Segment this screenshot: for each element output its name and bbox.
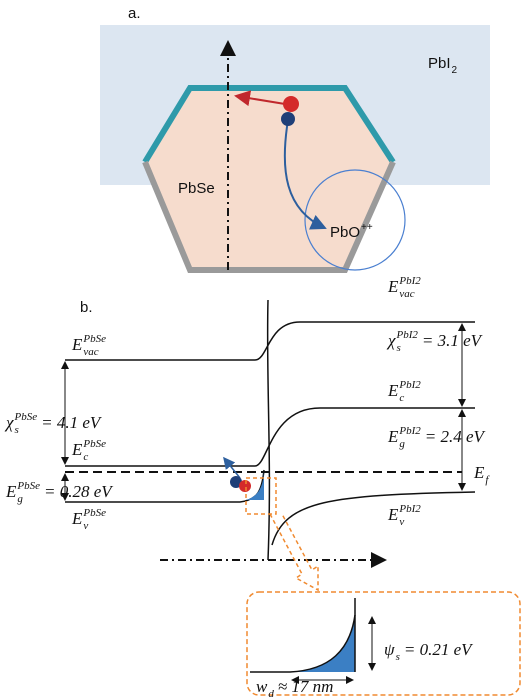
hole xyxy=(283,96,299,112)
electron-arrow xyxy=(224,458,240,478)
subscript: s xyxy=(396,342,400,354)
superscript: PbSe xyxy=(82,438,106,450)
superscript: PbI2 xyxy=(398,275,421,287)
subscript: d xyxy=(268,688,274,697)
conduction-band xyxy=(65,408,475,466)
vacuum-level xyxy=(65,322,475,360)
equation: = 0.21 eV xyxy=(404,640,474,659)
label: E xyxy=(387,427,399,446)
label: a. xyxy=(128,5,141,22)
subscript: v xyxy=(399,516,404,528)
superscript: PbSe xyxy=(82,333,106,345)
subscript: v xyxy=(83,520,88,532)
label: E xyxy=(71,335,83,354)
superscript: ++ xyxy=(361,222,373,233)
label: PbI xyxy=(428,55,451,72)
subscript: c xyxy=(399,392,404,404)
equation: = 4.1 eV xyxy=(41,413,103,432)
label: w xyxy=(256,677,268,696)
subscript: f xyxy=(485,474,490,486)
label: χ xyxy=(4,413,14,432)
superscript: PbSe xyxy=(82,507,106,519)
equation: = 2.4 eV xyxy=(425,427,487,446)
subscript: g xyxy=(399,438,405,450)
label: χ xyxy=(386,331,396,350)
subscript: s xyxy=(14,424,18,436)
subscript: s xyxy=(396,651,400,663)
figure: a.PbI2PbSePbO++b.EPbSevacEPbI2vacχPbI2s=… xyxy=(0,0,525,697)
superscript: PbSe xyxy=(13,411,37,423)
valence-band-pbi2 xyxy=(272,492,475,545)
label: E xyxy=(387,381,399,400)
label: PbSe xyxy=(178,180,215,197)
subscript: 2 xyxy=(452,65,458,76)
hole xyxy=(239,480,251,492)
subscript: vac xyxy=(399,288,414,300)
label: ψ xyxy=(384,640,395,659)
label: PbO xyxy=(330,224,360,241)
subscript: g xyxy=(17,493,23,505)
superscript: PbI2 xyxy=(395,329,418,341)
label: E xyxy=(387,505,399,524)
label: E xyxy=(473,463,485,482)
equation: ≈ 17 nm xyxy=(278,677,334,696)
zoom-arrow xyxy=(270,514,318,590)
label: E xyxy=(71,509,83,528)
superscript: PbSe xyxy=(16,480,40,492)
superscript: PbI2 xyxy=(398,425,421,437)
superscript: PbI2 xyxy=(398,379,421,391)
label: E xyxy=(387,277,399,296)
equation: = 0.28 eV xyxy=(44,482,114,501)
subscript: c xyxy=(83,451,88,463)
interface xyxy=(268,300,270,560)
electron xyxy=(281,112,295,126)
superscript: PbI2 xyxy=(398,503,421,515)
label: b. xyxy=(80,299,93,316)
label: E xyxy=(71,440,83,459)
equation: = 3.1 eV xyxy=(422,331,484,350)
label: E xyxy=(5,482,17,501)
subscript: vac xyxy=(83,346,98,358)
